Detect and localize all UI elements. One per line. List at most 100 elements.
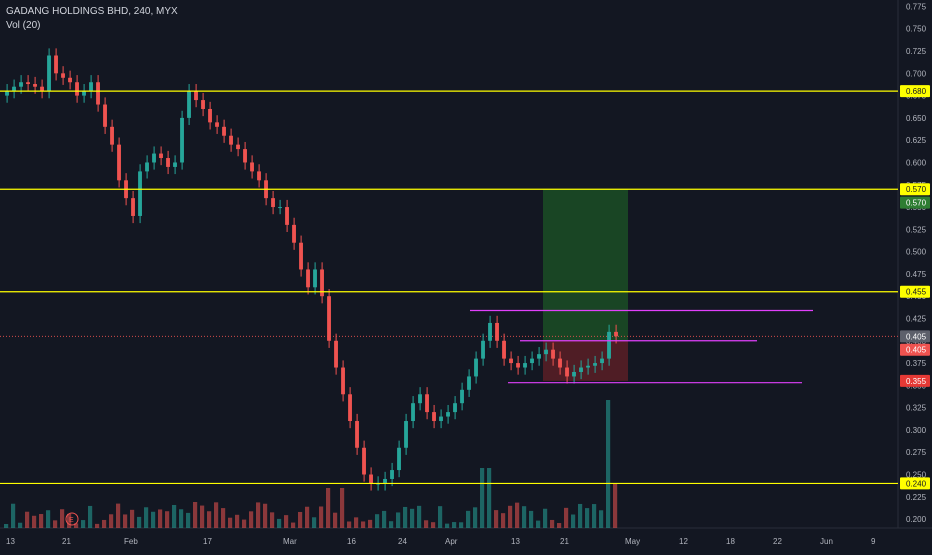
volume-bar (410, 508, 415, 528)
volume-bar (459, 522, 464, 528)
volume-bar (550, 519, 555, 528)
volume-bar (88, 505, 93, 528)
volume-bar (11, 503, 16, 528)
volume-bar (4, 524, 9, 528)
price-tick-label: 0.500 (906, 248, 927, 257)
price-tick-label: 0.750 (906, 25, 927, 34)
volume-bar (606, 400, 611, 528)
volume-bar (347, 521, 352, 528)
volume-bar (396, 512, 401, 528)
candle-body (26, 82, 30, 85)
candle-body (222, 126, 226, 136)
time-tick-label: 24 (398, 537, 407, 546)
volume-bar (74, 523, 79, 528)
volume-bar (193, 502, 198, 528)
price-tag (900, 477, 930, 490)
candle-body (320, 269, 324, 297)
volume-bar (536, 520, 541, 528)
time-tick-label: 12 (679, 537, 688, 546)
price-tag-label: 0.355 (906, 377, 927, 386)
candle-body (334, 340, 338, 368)
volume-bar (480, 468, 485, 528)
time-tick-label: 9 (871, 537, 876, 546)
volume-bar (172, 504, 177, 528)
candle-body (425, 394, 429, 413)
candle-body (173, 162, 177, 167)
price-tick-label: 0.425 (906, 314, 927, 323)
candle-body (369, 474, 373, 484)
volume-bar (277, 518, 282, 528)
candle-body (96, 82, 100, 105)
candle-body (614, 331, 618, 337)
candle-body (117, 144, 121, 181)
candle-body (593, 363, 597, 366)
candle-body (306, 269, 310, 288)
candle-body (474, 358, 478, 377)
time-tick-label: 17 (203, 537, 212, 546)
volume-bar (130, 509, 135, 528)
volume-bar (571, 514, 576, 528)
candle-body (495, 322, 499, 341)
candle-body (481, 340, 485, 359)
volume-bar (473, 507, 478, 528)
volume-bar (32, 515, 37, 528)
volume-bar (592, 504, 597, 528)
price-tick-label: 0.375 (906, 359, 927, 368)
price-tick-label: 0.775 (906, 2, 927, 11)
volume-bar (564, 507, 569, 528)
volume-bar (501, 513, 506, 528)
volume-bar (46, 510, 51, 528)
candle-body (439, 416, 443, 422)
candle-body (467, 376, 471, 390)
volume-bar (284, 515, 289, 528)
volume-bar (298, 511, 303, 528)
volume-bar (81, 520, 86, 528)
candle-body (187, 91, 191, 118)
candle-body (488, 322, 492, 341)
price-tag-label: 0.405 (906, 332, 927, 341)
candle-body (558, 358, 562, 368)
volume-bar (109, 514, 114, 528)
candle-body (586, 365, 590, 368)
candle-body (166, 158, 170, 167)
symbol-title: GADANG HOLDINGS BHD, 240, MYX (6, 6, 178, 17)
earnings-icon (65, 512, 79, 526)
price-tag (900, 196, 930, 209)
price-tag (900, 85, 930, 98)
volume-bar (333, 512, 338, 528)
volume-bar (102, 519, 107, 528)
candle-body (257, 171, 261, 181)
price-tick-label: 0.475 (906, 270, 927, 279)
price-tag (900, 374, 930, 387)
time-tick-label: 22 (773, 537, 782, 546)
volume-bar (53, 520, 58, 528)
volume-label: Vol (20) (6, 20, 41, 31)
candle-body (47, 55, 51, 92)
candle-body (68, 77, 72, 83)
volume-bar (452, 522, 457, 528)
candle-body (432, 412, 436, 422)
price-tick-label: 0.625 (906, 136, 927, 145)
candle-body (565, 367, 569, 377)
candle-body (327, 296, 331, 341)
volume-bar (137, 516, 142, 528)
volume-bar (613, 483, 618, 528)
candle-body (208, 108, 212, 123)
volume-bar (39, 514, 44, 528)
volume-bar (326, 488, 331, 528)
volume-bar (165, 511, 170, 528)
candle-body (341, 367, 345, 395)
price-tag-label: 0.455 (906, 288, 927, 297)
candle-body (229, 135, 233, 145)
candle-body (54, 55, 58, 74)
candle-body (579, 367, 583, 372)
candle-body (355, 421, 359, 448)
candle-body (159, 153, 163, 159)
price-tick-label: 0.600 (906, 158, 927, 167)
time-tick-label: 21 (560, 537, 569, 546)
candle-body (411, 403, 415, 422)
volume-bar (270, 512, 275, 528)
volume-bar (263, 503, 268, 528)
price-tag (900, 183, 930, 196)
